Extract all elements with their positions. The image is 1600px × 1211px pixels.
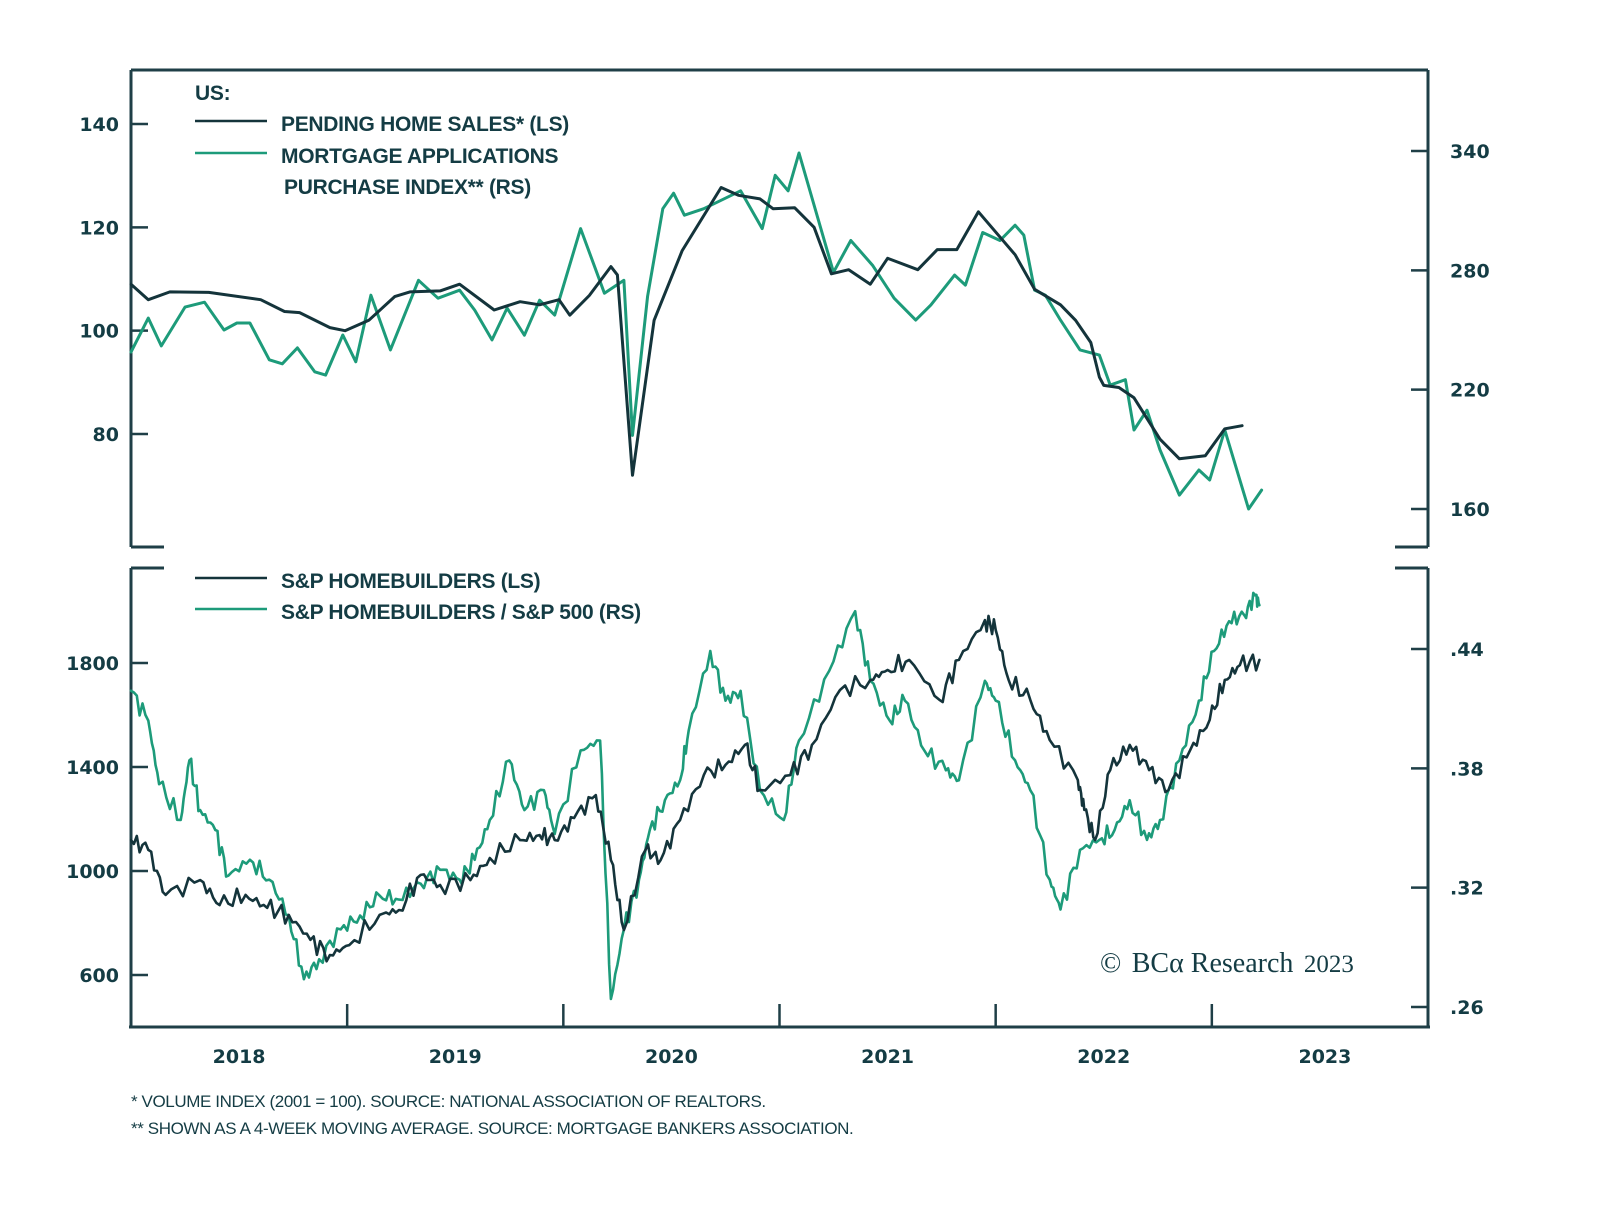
bottom-panel: 1800 1400 1000 600 .44 .38 .32 .26 S&P HOMEBUI… (66, 566, 1484, 1029)
series-line-pending-home-sales-ls (129, 186, 1244, 477)
x-axis-labels: 2018 2019 2020 2021 2022 2023 (213, 1046, 1352, 1068)
footnotes: * VOLUME INDEX (2001 = 100). SOURCE: NAT… (131, 1092, 854, 1138)
x-tick-label: 2019 (429, 1046, 482, 1068)
bottom-legend: S&P HOMEBUILDERS (LS) S&P HOMEBUILDERS /… (195, 570, 641, 624)
x-tick-label: 2020 (645, 1046, 698, 1068)
right-tick-label: .32 (1450, 878, 1484, 900)
right-tick-label: 160 (1450, 499, 1490, 521)
branding: © BCα Research 2023 (1100, 948, 1354, 979)
top-legend-header: US: (195, 82, 230, 105)
bottom-series-group (129, 591, 1261, 1001)
brand-prefix: BC (1132, 948, 1169, 979)
left-tick-label: 120 (79, 217, 119, 239)
x-tick-label: 2018 (213, 1046, 266, 1068)
legend-label-mortgage-applications-line1: MORTGAGE APPLICATIONS (281, 145, 558, 168)
series-line-s-p-homebuilders-s-p-500-rs (129, 591, 1261, 1001)
legend-label-hb-to-sp500: S&P HOMEBUILDERS / S&P 500 (RS) (281, 601, 641, 624)
left-tick-label: 1400 (66, 757, 119, 779)
x-tick-label: 2023 (1298, 1046, 1351, 1068)
x-axis-ticks (345, 1004, 1214, 1027)
brand-suffix: Research (1184, 948, 1294, 979)
series-line-s-p-homebuilders-ls (129, 614, 1261, 963)
footnote-2: ** SHOWN AS A 4-WEEK MOVING AVERAGE. SOU… (131, 1119, 853, 1138)
top-series-group (129, 151, 1264, 511)
brand-alpha: α (1169, 948, 1184, 979)
bottom-right-axis-ticks: .44 .38 .32 .26 (1411, 639, 1484, 1019)
left-tick-label: 140 (79, 114, 119, 136)
right-tick-label: .26 (1450, 997, 1484, 1019)
right-tick-label: .38 (1450, 758, 1484, 780)
right-tick-label: 220 (1450, 380, 1490, 402)
left-tick-label: 1800 (66, 653, 119, 675)
left-tick-label: 100 (79, 321, 119, 343)
left-tick-label: 80 (93, 424, 119, 446)
legend-label-pending-home-sales: PENDING HOME SALES* (LS) (281, 113, 569, 136)
series-line-mortgage-applications-purchase-index-rs (129, 151, 1264, 511)
top-left-axis-ticks: 140 120 100 80 (79, 114, 148, 446)
footnote-1: * VOLUME INDEX (2001 = 100). SOURCE: NAT… (131, 1092, 766, 1111)
left-tick-label: 1000 (66, 861, 119, 883)
x-tick-label: 2021 (861, 1046, 914, 1068)
right-tick-label: 340 (1450, 141, 1490, 163)
top-right-axis-ticks: 340 280 220 160 (1411, 141, 1490, 521)
left-tick-label: 600 (79, 965, 119, 987)
legend-label-mortgage-applications-line2: PURCHASE INDEX** (RS) (284, 176, 531, 199)
brand-year: 2023 (1304, 951, 1354, 978)
legend-label-sp-homebuilders: S&P HOMEBUILDERS (LS) (281, 570, 540, 593)
x-tick-label: 2022 (1077, 1046, 1130, 1068)
top-legend: US: PENDING HOME SALES* (LS) MORTGAGE AP… (195, 82, 569, 199)
right-tick-label: .44 (1450, 639, 1484, 661)
top-panel: 140 120 100 80 340 280 220 160 US: PENDING HOM… (79, 68, 1490, 549)
copyright-symbol: © (1100, 948, 1121, 979)
right-tick-label: 280 (1450, 260, 1490, 282)
bottom-left-axis-ticks: 1800 1400 1000 600 (66, 653, 148, 987)
